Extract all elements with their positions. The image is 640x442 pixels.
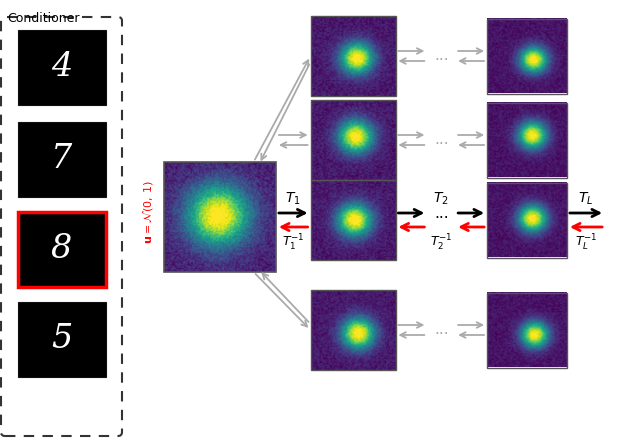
Bar [487,103,567,178]
FancyArrowPatch shape [398,48,422,54]
FancyArrowPatch shape [279,210,305,217]
Bar [310,100,396,180]
FancyArrowPatch shape [262,274,308,322]
FancyArrowPatch shape [458,322,482,328]
Text: ...: ... [434,49,449,64]
Bar [487,293,567,367]
FancyArrowPatch shape [400,332,424,338]
Text: $T_2^{-1}$: $T_2^{-1}$ [430,233,452,253]
Bar [17,301,106,377]
Bar [17,212,106,286]
FancyArrowPatch shape [281,142,308,148]
Text: $T_L$: $T_L$ [579,191,594,207]
FancyArrowPatch shape [279,132,306,138]
Text: 8: 8 [51,233,72,265]
Bar [310,16,396,96]
Text: ...: ... [434,206,449,221]
Bar [487,19,567,94]
Bar [17,122,106,197]
FancyArrowPatch shape [261,65,309,160]
Text: 7: 7 [51,143,72,175]
Text: $T_L^{-1}$: $T_L^{-1}$ [575,233,597,253]
FancyArrowPatch shape [570,210,599,217]
Bar [310,290,396,370]
FancyArrowPatch shape [255,274,307,327]
Text: $\mathbf{u} = \mathcal{N}(0,\,1)$: $\mathbf{u} = \mathcal{N}(0,\,1)$ [141,180,155,244]
FancyArrowPatch shape [458,48,482,54]
FancyArrowPatch shape [460,332,484,338]
Bar [164,162,276,272]
FancyArrowPatch shape [255,60,308,160]
FancyArrowPatch shape [401,223,424,231]
Text: 4: 4 [51,51,72,83]
Text: 5: 5 [51,323,72,355]
Bar [310,180,396,260]
FancyArrowPatch shape [400,58,424,64]
Text: $T_1^{-1}$: $T_1^{-1}$ [282,233,305,253]
FancyArrowPatch shape [460,58,484,64]
Bar [487,183,567,258]
FancyArrowPatch shape [461,223,484,231]
FancyArrowPatch shape [398,210,421,217]
FancyArrowPatch shape [460,142,484,148]
Text: Conditioner: Conditioner [7,12,79,25]
FancyArrowPatch shape [398,132,422,138]
FancyArrowPatch shape [458,210,481,217]
FancyArrowPatch shape [573,223,602,231]
Text: ...: ... [434,133,449,148]
FancyArrowPatch shape [458,132,482,138]
Text: $T_2$: $T_2$ [433,191,449,207]
FancyArrowPatch shape [282,223,308,231]
FancyArrowPatch shape [398,322,422,328]
FancyArrowPatch shape [400,142,424,148]
Bar [17,30,106,104]
Text: ...: ... [434,323,449,338]
Text: $T_1$: $T_1$ [285,191,301,207]
